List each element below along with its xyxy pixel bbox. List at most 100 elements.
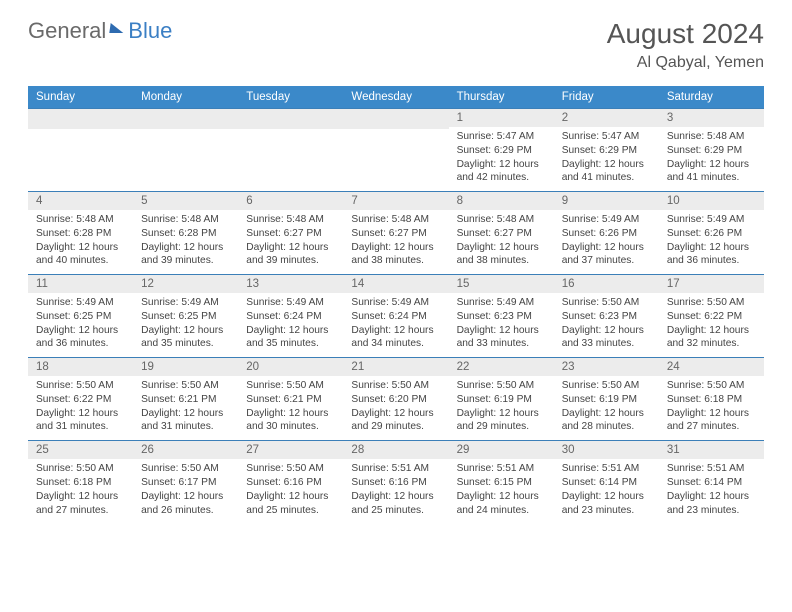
daylight-text: Daylight: 12 hours and 35 minutes. [141,324,230,352]
day-cell: 28Sunrise: 5:51 AMSunset: 6:16 PMDayligh… [343,441,448,523]
day-detail: Sunrise: 5:49 AMSunset: 6:25 PMDaylight:… [28,293,133,351]
sunset-text: Sunset: 6:26 PM [667,227,756,241]
day-detail: Sunrise: 5:50 AMSunset: 6:19 PMDaylight:… [449,376,554,434]
day-detail: Sunrise: 5:49 AMSunset: 6:23 PMDaylight:… [449,293,554,351]
sunset-text: Sunset: 6:18 PM [36,476,125,490]
day-cell: 16Sunrise: 5:50 AMSunset: 6:23 PMDayligh… [554,275,659,357]
sunrise-text: Sunrise: 5:48 AM [141,213,230,227]
day-detail: Sunrise: 5:51 AMSunset: 6:14 PMDaylight:… [659,459,764,517]
week-row: 4Sunrise: 5:48 AMSunset: 6:28 PMDaylight… [28,191,764,274]
day-cell: 2Sunrise: 5:47 AMSunset: 6:29 PMDaylight… [554,109,659,191]
day-cell: 19Sunrise: 5:50 AMSunset: 6:21 PMDayligh… [133,358,238,440]
day-detail: Sunrise: 5:50 AMSunset: 6:23 PMDaylight:… [554,293,659,351]
day-number: 2 [554,109,659,127]
day-cell: 6Sunrise: 5:48 AMSunset: 6:27 PMDaylight… [238,192,343,274]
daylight-text: Daylight: 12 hours and 25 minutes. [351,490,440,518]
day-number: 8 [449,192,554,210]
day-number: 14 [343,275,448,293]
day-number: 9 [554,192,659,210]
sunrise-text: Sunrise: 5:50 AM [36,462,125,476]
day-cell: 31Sunrise: 5:51 AMSunset: 6:14 PMDayligh… [659,441,764,523]
sunset-text: Sunset: 6:25 PM [141,310,230,324]
sunrise-text: Sunrise: 5:50 AM [457,379,546,393]
day-number: 26 [133,441,238,459]
day-number: 31 [659,441,764,459]
day-number: 20 [238,358,343,376]
day-number: 27 [238,441,343,459]
sunrise-text: Sunrise: 5:51 AM [667,462,756,476]
day-number: 4 [28,192,133,210]
day-detail: Sunrise: 5:50 AMSunset: 6:19 PMDaylight:… [554,376,659,434]
day-number [238,109,343,129]
day-number: 11 [28,275,133,293]
daylight-text: Daylight: 12 hours and 41 minutes. [562,158,651,186]
day-detail: Sunrise: 5:47 AMSunset: 6:29 PMDaylight:… [554,127,659,185]
day-cell: 30Sunrise: 5:51 AMSunset: 6:14 PMDayligh… [554,441,659,523]
sunset-text: Sunset: 6:21 PM [246,393,335,407]
day-cell: 20Sunrise: 5:50 AMSunset: 6:21 PMDayligh… [238,358,343,440]
day-cell: 15Sunrise: 5:49 AMSunset: 6:23 PMDayligh… [449,275,554,357]
day-number: 16 [554,275,659,293]
sunrise-text: Sunrise: 5:49 AM [562,213,651,227]
sunrise-text: Sunrise: 5:47 AM [562,130,651,144]
day-number: 7 [343,192,448,210]
sunset-text: Sunset: 6:20 PM [351,393,440,407]
day-detail: Sunrise: 5:48 AMSunset: 6:27 PMDaylight:… [449,210,554,268]
sunrise-text: Sunrise: 5:51 AM [351,462,440,476]
day-cell [238,109,343,191]
title-block: August 2024 Al Qabyal, Yemen [607,18,764,72]
day-detail: Sunrise: 5:48 AMSunset: 6:27 PMDaylight:… [343,210,448,268]
day-detail: Sunrise: 5:49 AMSunset: 6:26 PMDaylight:… [659,210,764,268]
logo-word2: Blue [128,18,172,44]
sunset-text: Sunset: 6:23 PM [457,310,546,324]
day-cell: 23Sunrise: 5:50 AMSunset: 6:19 PMDayligh… [554,358,659,440]
day-cell [28,109,133,191]
day-detail: Sunrise: 5:50 AMSunset: 6:21 PMDaylight:… [238,376,343,434]
day-cell: 27Sunrise: 5:50 AMSunset: 6:16 PMDayligh… [238,441,343,523]
day-number: 28 [343,441,448,459]
sunset-text: Sunset: 6:21 PM [141,393,230,407]
logo: General Blue [28,18,172,44]
day-number: 24 [659,358,764,376]
sunrise-text: Sunrise: 5:48 AM [457,213,546,227]
daylight-text: Daylight: 12 hours and 36 minutes. [36,324,125,352]
daylight-text: Daylight: 12 hours and 40 minutes. [36,241,125,269]
calendar: SundayMondayTuesdayWednesdayThursdayFrid… [28,86,764,523]
day-detail: Sunrise: 5:51 AMSunset: 6:14 PMDaylight:… [554,459,659,517]
day-detail: Sunrise: 5:48 AMSunset: 6:28 PMDaylight:… [28,210,133,268]
sunset-text: Sunset: 6:25 PM [36,310,125,324]
day-cell: 26Sunrise: 5:50 AMSunset: 6:17 PMDayligh… [133,441,238,523]
day-number: 29 [449,441,554,459]
day-detail: Sunrise: 5:50 AMSunset: 6:17 PMDaylight:… [133,459,238,517]
day-detail: Sunrise: 5:51 AMSunset: 6:15 PMDaylight:… [449,459,554,517]
day-detail: Sunrise: 5:50 AMSunset: 6:20 PMDaylight:… [343,376,448,434]
sunrise-text: Sunrise: 5:50 AM [36,379,125,393]
daylight-text: Daylight: 12 hours and 28 minutes. [562,407,651,435]
daylight-text: Daylight: 12 hours and 32 minutes. [667,324,756,352]
sunrise-text: Sunrise: 5:49 AM [36,296,125,310]
sunset-text: Sunset: 6:28 PM [141,227,230,241]
sunset-text: Sunset: 6:27 PM [246,227,335,241]
daylight-text: Daylight: 12 hours and 39 minutes. [141,241,230,269]
week-row: 18Sunrise: 5:50 AMSunset: 6:22 PMDayligh… [28,357,764,440]
sunrise-text: Sunrise: 5:50 AM [246,462,335,476]
day-cell: 25Sunrise: 5:50 AMSunset: 6:18 PMDayligh… [28,441,133,523]
daylight-text: Daylight: 12 hours and 42 minutes. [457,158,546,186]
day-number [133,109,238,129]
sunset-text: Sunset: 6:19 PM [457,393,546,407]
day-header: Thursday [449,86,554,108]
day-cell: 1Sunrise: 5:47 AMSunset: 6:29 PMDaylight… [449,109,554,191]
week-row: 1Sunrise: 5:47 AMSunset: 6:29 PMDaylight… [28,108,764,191]
sunset-text: Sunset: 6:27 PM [351,227,440,241]
daylight-text: Daylight: 12 hours and 27 minutes. [667,407,756,435]
sunset-text: Sunset: 6:17 PM [141,476,230,490]
day-cell: 3Sunrise: 5:48 AMSunset: 6:29 PMDaylight… [659,109,764,191]
month-title: August 2024 [607,18,764,50]
daylight-text: Daylight: 12 hours and 24 minutes. [457,490,546,518]
sunrise-text: Sunrise: 5:51 AM [457,462,546,476]
day-cell: 22Sunrise: 5:50 AMSunset: 6:19 PMDayligh… [449,358,554,440]
day-number: 19 [133,358,238,376]
day-cell: 14Sunrise: 5:49 AMSunset: 6:24 PMDayligh… [343,275,448,357]
sunset-text: Sunset: 6:19 PM [562,393,651,407]
day-cell: 29Sunrise: 5:51 AMSunset: 6:15 PMDayligh… [449,441,554,523]
